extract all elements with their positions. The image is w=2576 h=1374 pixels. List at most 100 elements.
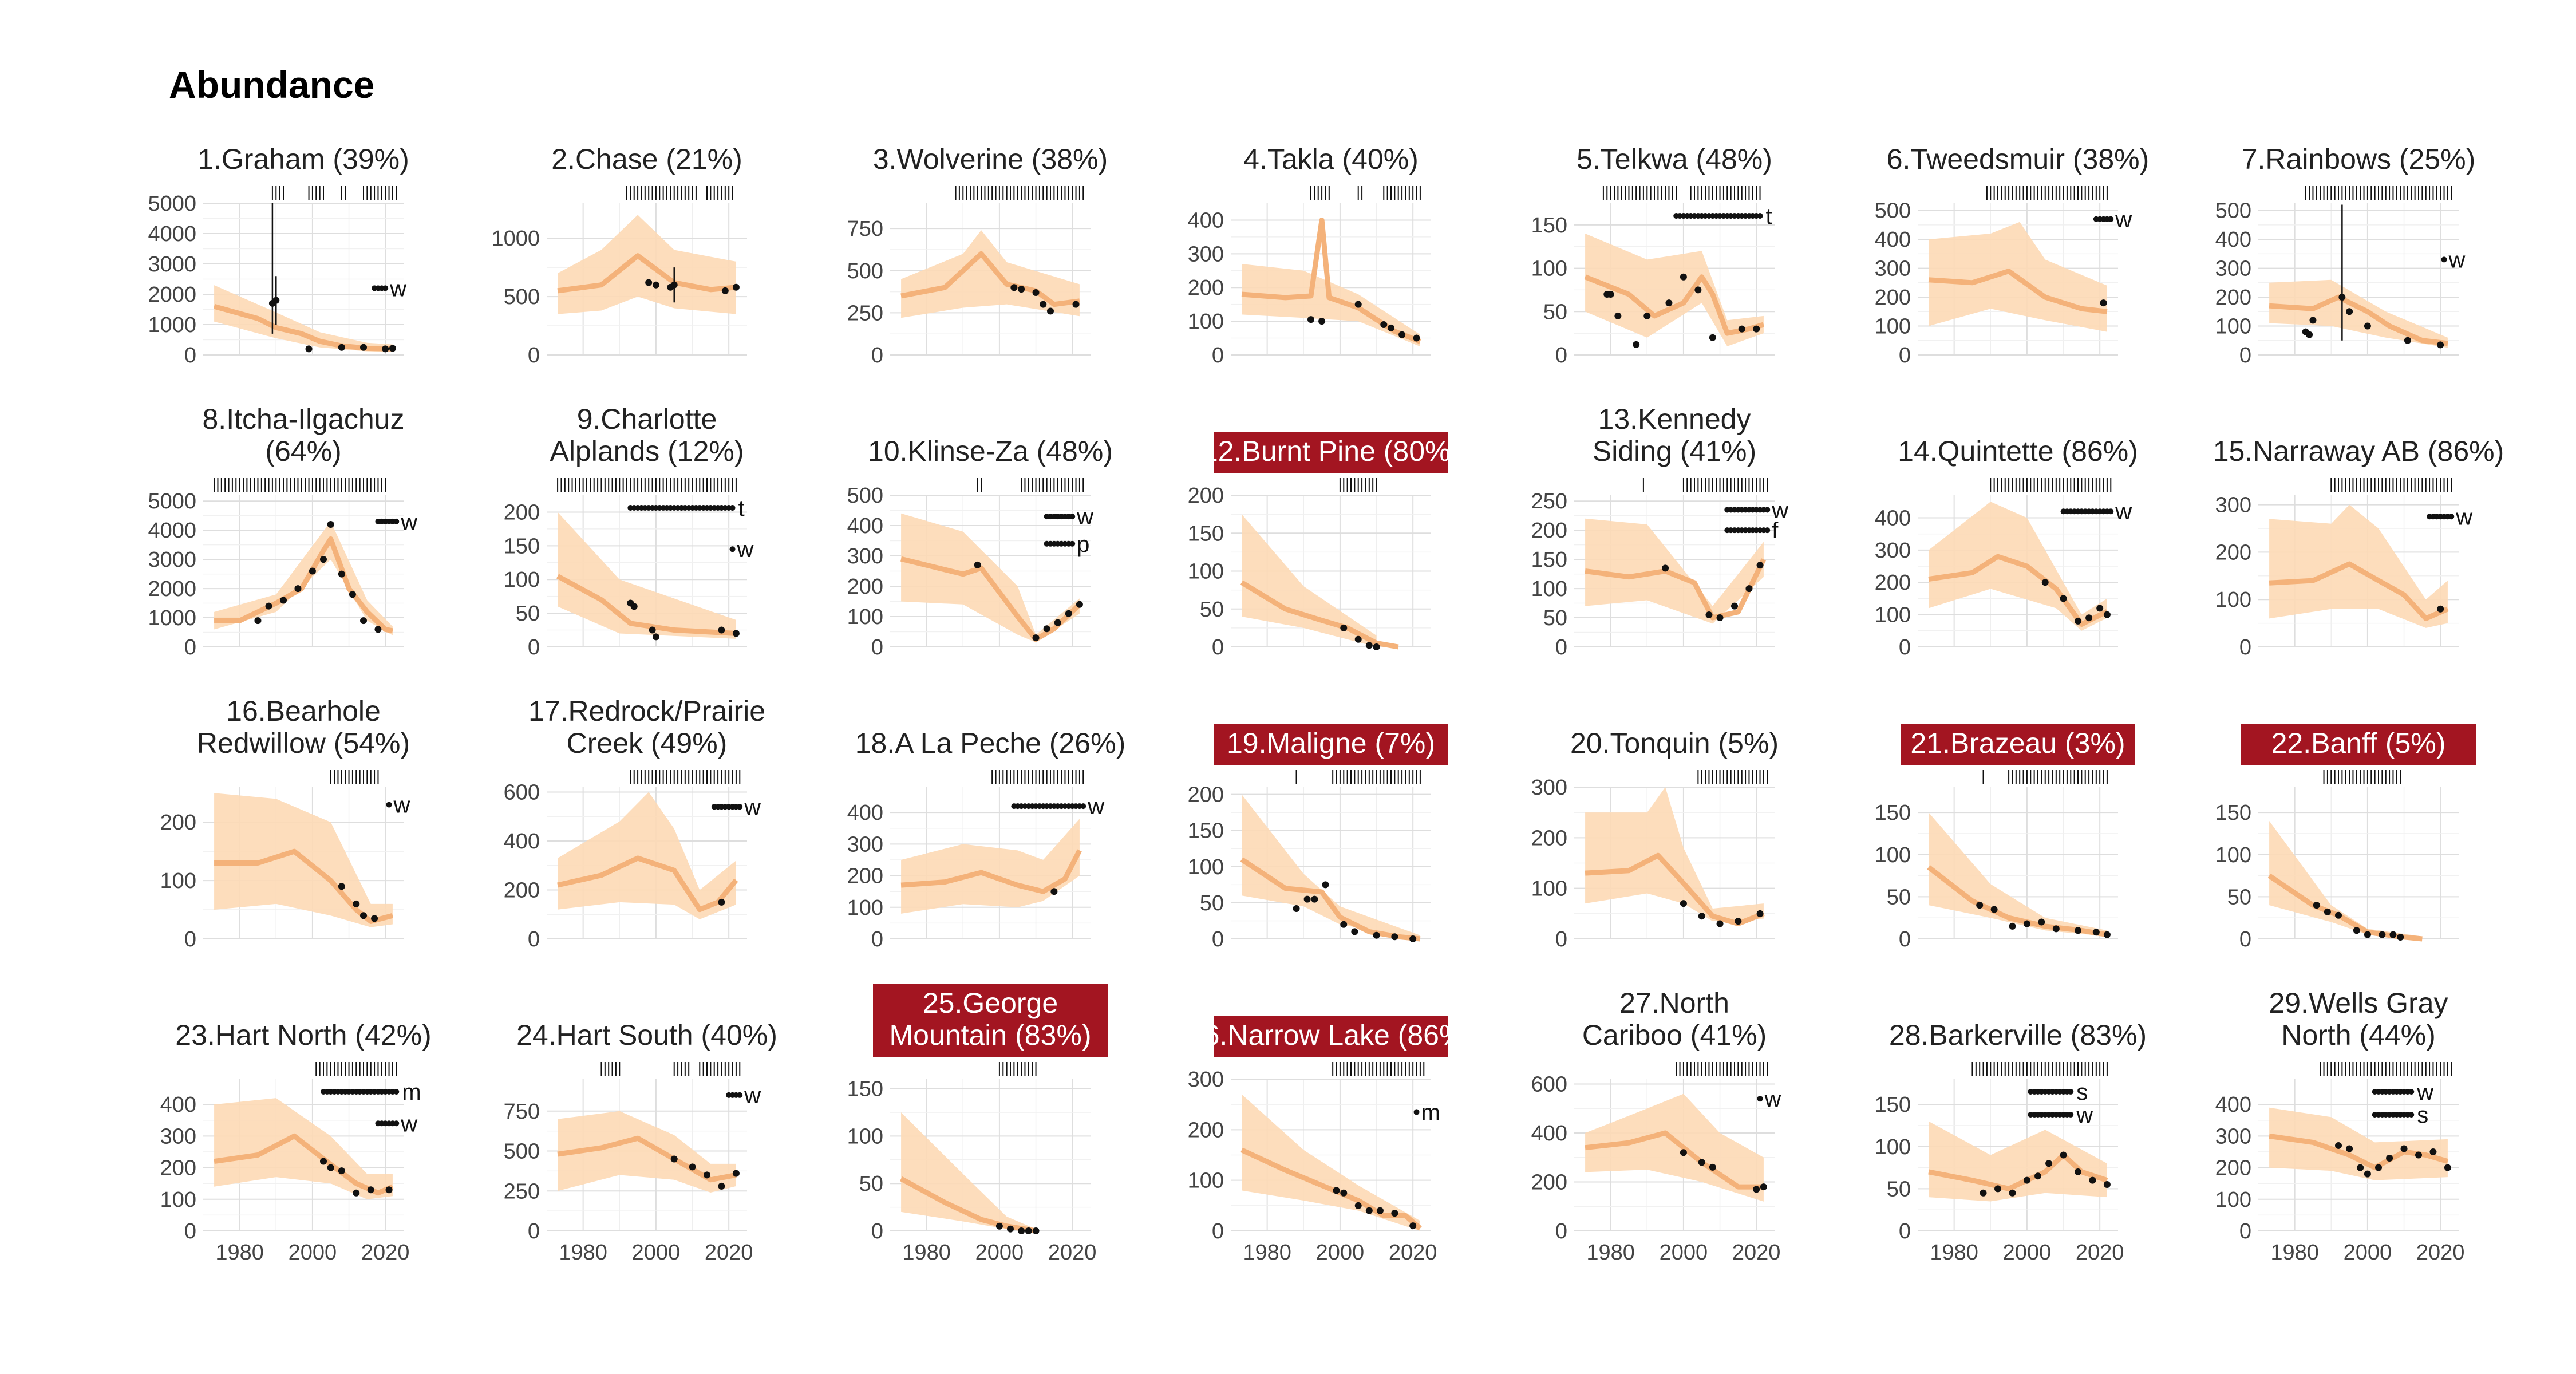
observation-point (1680, 273, 1687, 281)
observation-point (1694, 286, 1702, 294)
median-line (899, 1176, 1037, 1234)
median-line (2269, 1133, 2449, 1171)
observation-point (1662, 564, 1669, 572)
y-tick-label: 0 (1899, 927, 1911, 951)
observation-point (1373, 643, 1380, 650)
observation-point (320, 1158, 327, 1165)
survey-row-label: s (2417, 1103, 2428, 1128)
panel-title: 23.Hart North (42%) (175, 1019, 431, 1051)
y-tick-label: 300 (2215, 1124, 2251, 1148)
observation-point (1760, 1183, 1767, 1191)
y-tick-label: 0 (1212, 927, 1224, 951)
y-tick-label: 150 (504, 534, 540, 558)
median-line (1928, 269, 2108, 314)
y-tick-label: 0 (2239, 1219, 2251, 1243)
observation-point (1322, 881, 1329, 889)
observation-point (349, 591, 356, 598)
y-tick-label: 600 (504, 781, 540, 805)
credible-band (1929, 1121, 2107, 1202)
observation-point (1643, 312, 1651, 319)
y-tick-label: 200 (1531, 519, 1567, 543)
panel-title: 14.Quintette (86%) (1898, 435, 2138, 467)
y-tick-label: 100 (1875, 843, 1911, 867)
y-tick-label: 3000 (148, 548, 196, 572)
panel-title: 3.Wolverine (38%) (873, 143, 1108, 175)
panel-title: 20.Tonquin (5%) (1570, 727, 1779, 759)
panel-title-highlight (1214, 432, 1448, 473)
panel-title-highlight (873, 984, 1108, 1057)
panel-title: 9.Charlotte (577, 403, 717, 435)
observation-point (2038, 918, 2045, 926)
y-tick-label: 0 (1212, 635, 1224, 660)
marker-dot (393, 1120, 400, 1127)
observation-point (1373, 931, 1380, 939)
observation-point (2075, 927, 2081, 934)
y-tick-label: 50 (2227, 885, 2251, 909)
observation-point (689, 1163, 696, 1171)
observation-point (1391, 1210, 1398, 1217)
panel-title: 27.North (1619, 987, 1729, 1019)
y-tick-label: 50 (516, 602, 540, 626)
y-tick-label: 250 (1531, 489, 1567, 514)
y-tick-label: 300 (1531, 776, 1567, 800)
y-tick-label: 400 (2215, 228, 2251, 252)
observation-point (1698, 1159, 1705, 1166)
observation-point (1398, 331, 1406, 338)
observation-point (360, 912, 367, 919)
observation-point (360, 617, 367, 625)
observation-point (670, 281, 678, 289)
panel-title: 5.Telkwa (48%) (1577, 143, 1772, 175)
observation-point (2364, 1170, 2371, 1178)
observation-point (1756, 562, 1764, 569)
survey-dot (393, 1089, 400, 1095)
y-tick-label: 300 (2215, 493, 2251, 518)
survey-dot (2408, 1112, 2415, 1118)
survey-row-label: w (2076, 1103, 2093, 1128)
observation-point (338, 883, 345, 890)
observation-point (645, 279, 653, 286)
y-tick-label: 250 (847, 301, 883, 325)
observation-point (382, 345, 389, 353)
credible-band (214, 1098, 393, 1199)
observation-point (2379, 931, 2386, 938)
marker-label: w (744, 795, 761, 820)
y-tick-label: 0 (871, 1219, 883, 1243)
observation-point (721, 287, 729, 294)
observation-point (1032, 1227, 1040, 1234)
marker-dot (1764, 507, 1771, 513)
y-tick-label: 2000 (148, 283, 196, 307)
observation-point (2009, 1189, 2016, 1197)
y-tick-label: 200 (1875, 571, 1911, 595)
panel-title: 21.Brazeau (3%) (1910, 727, 2125, 759)
page-title: Abundance (169, 64, 375, 106)
credible-band (901, 819, 1080, 914)
observation-point (1340, 624, 1348, 631)
y-tick-label: 400 (1188, 208, 1224, 232)
marker-dot (1080, 803, 1086, 810)
x-tick-label: 2020 (2416, 1241, 2465, 1265)
y-tick-label: 100 (1188, 1169, 1224, 1193)
observation-point (1380, 321, 1388, 328)
panel-title: 28.Barkerville (83%) (1889, 1019, 2147, 1051)
marker-label: w (2115, 207, 2132, 232)
panel-title: 6.Tweedsmuir (38%) (1887, 143, 2150, 175)
x-tick-label: 2000 (2344, 1241, 2392, 1265)
observation-point (2085, 614, 2093, 622)
y-tick-label: 0 (1899, 1219, 1911, 1243)
marker-label: w (2115, 499, 2132, 524)
marker-label: w (393, 793, 410, 818)
y-tick-label: 150 (1531, 548, 1567, 572)
marker-label: f (1772, 518, 1779, 543)
observation-point (1340, 1189, 1348, 1197)
observation-point (1735, 918, 1742, 925)
observation-point (2375, 1164, 2382, 1171)
credible-band (558, 512, 736, 639)
panel-21: 0 50 100 150 22.Banff (5%) (2215, 724, 2476, 951)
median-line (1928, 554, 2108, 627)
observation-point (1745, 585, 1753, 593)
observation-point (2357, 1164, 2364, 1171)
y-tick-label: 0 (871, 927, 883, 951)
marker-dot (1764, 527, 1771, 534)
